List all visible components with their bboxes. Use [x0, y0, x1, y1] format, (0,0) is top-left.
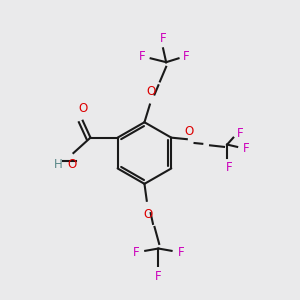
Text: F: F — [183, 50, 190, 62]
Text: F: F — [132, 246, 139, 259]
Text: F: F — [155, 270, 162, 283]
Text: F: F — [237, 127, 244, 140]
Text: O: O — [144, 208, 153, 221]
Text: F: F — [243, 142, 249, 155]
Text: O: O — [67, 158, 76, 171]
Text: O: O — [78, 101, 87, 115]
Text: F: F — [160, 32, 167, 45]
Text: O: O — [147, 85, 156, 98]
Text: F: F — [226, 161, 233, 174]
Text: O: O — [184, 124, 194, 138]
Text: F: F — [140, 50, 146, 62]
Text: F: F — [178, 246, 184, 259]
Text: H: H — [54, 158, 62, 171]
